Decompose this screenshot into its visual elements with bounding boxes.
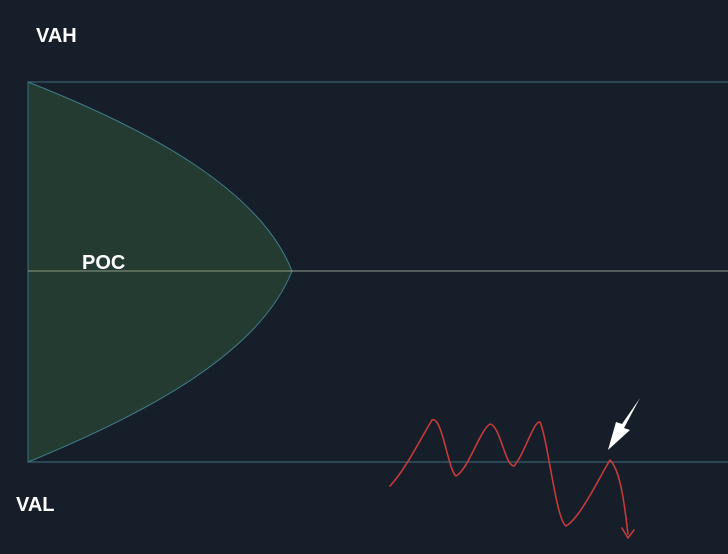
poc-label: POC	[82, 252, 126, 274]
pointer-arrow-icon	[608, 398, 640, 450]
volume-profile-shape	[27, 81, 293, 463]
vah-label: VAH	[36, 25, 77, 47]
price-path-arrowhead	[621, 527, 635, 539]
val-label: VAL	[16, 494, 55, 516]
price-path	[389, 419, 629, 535]
